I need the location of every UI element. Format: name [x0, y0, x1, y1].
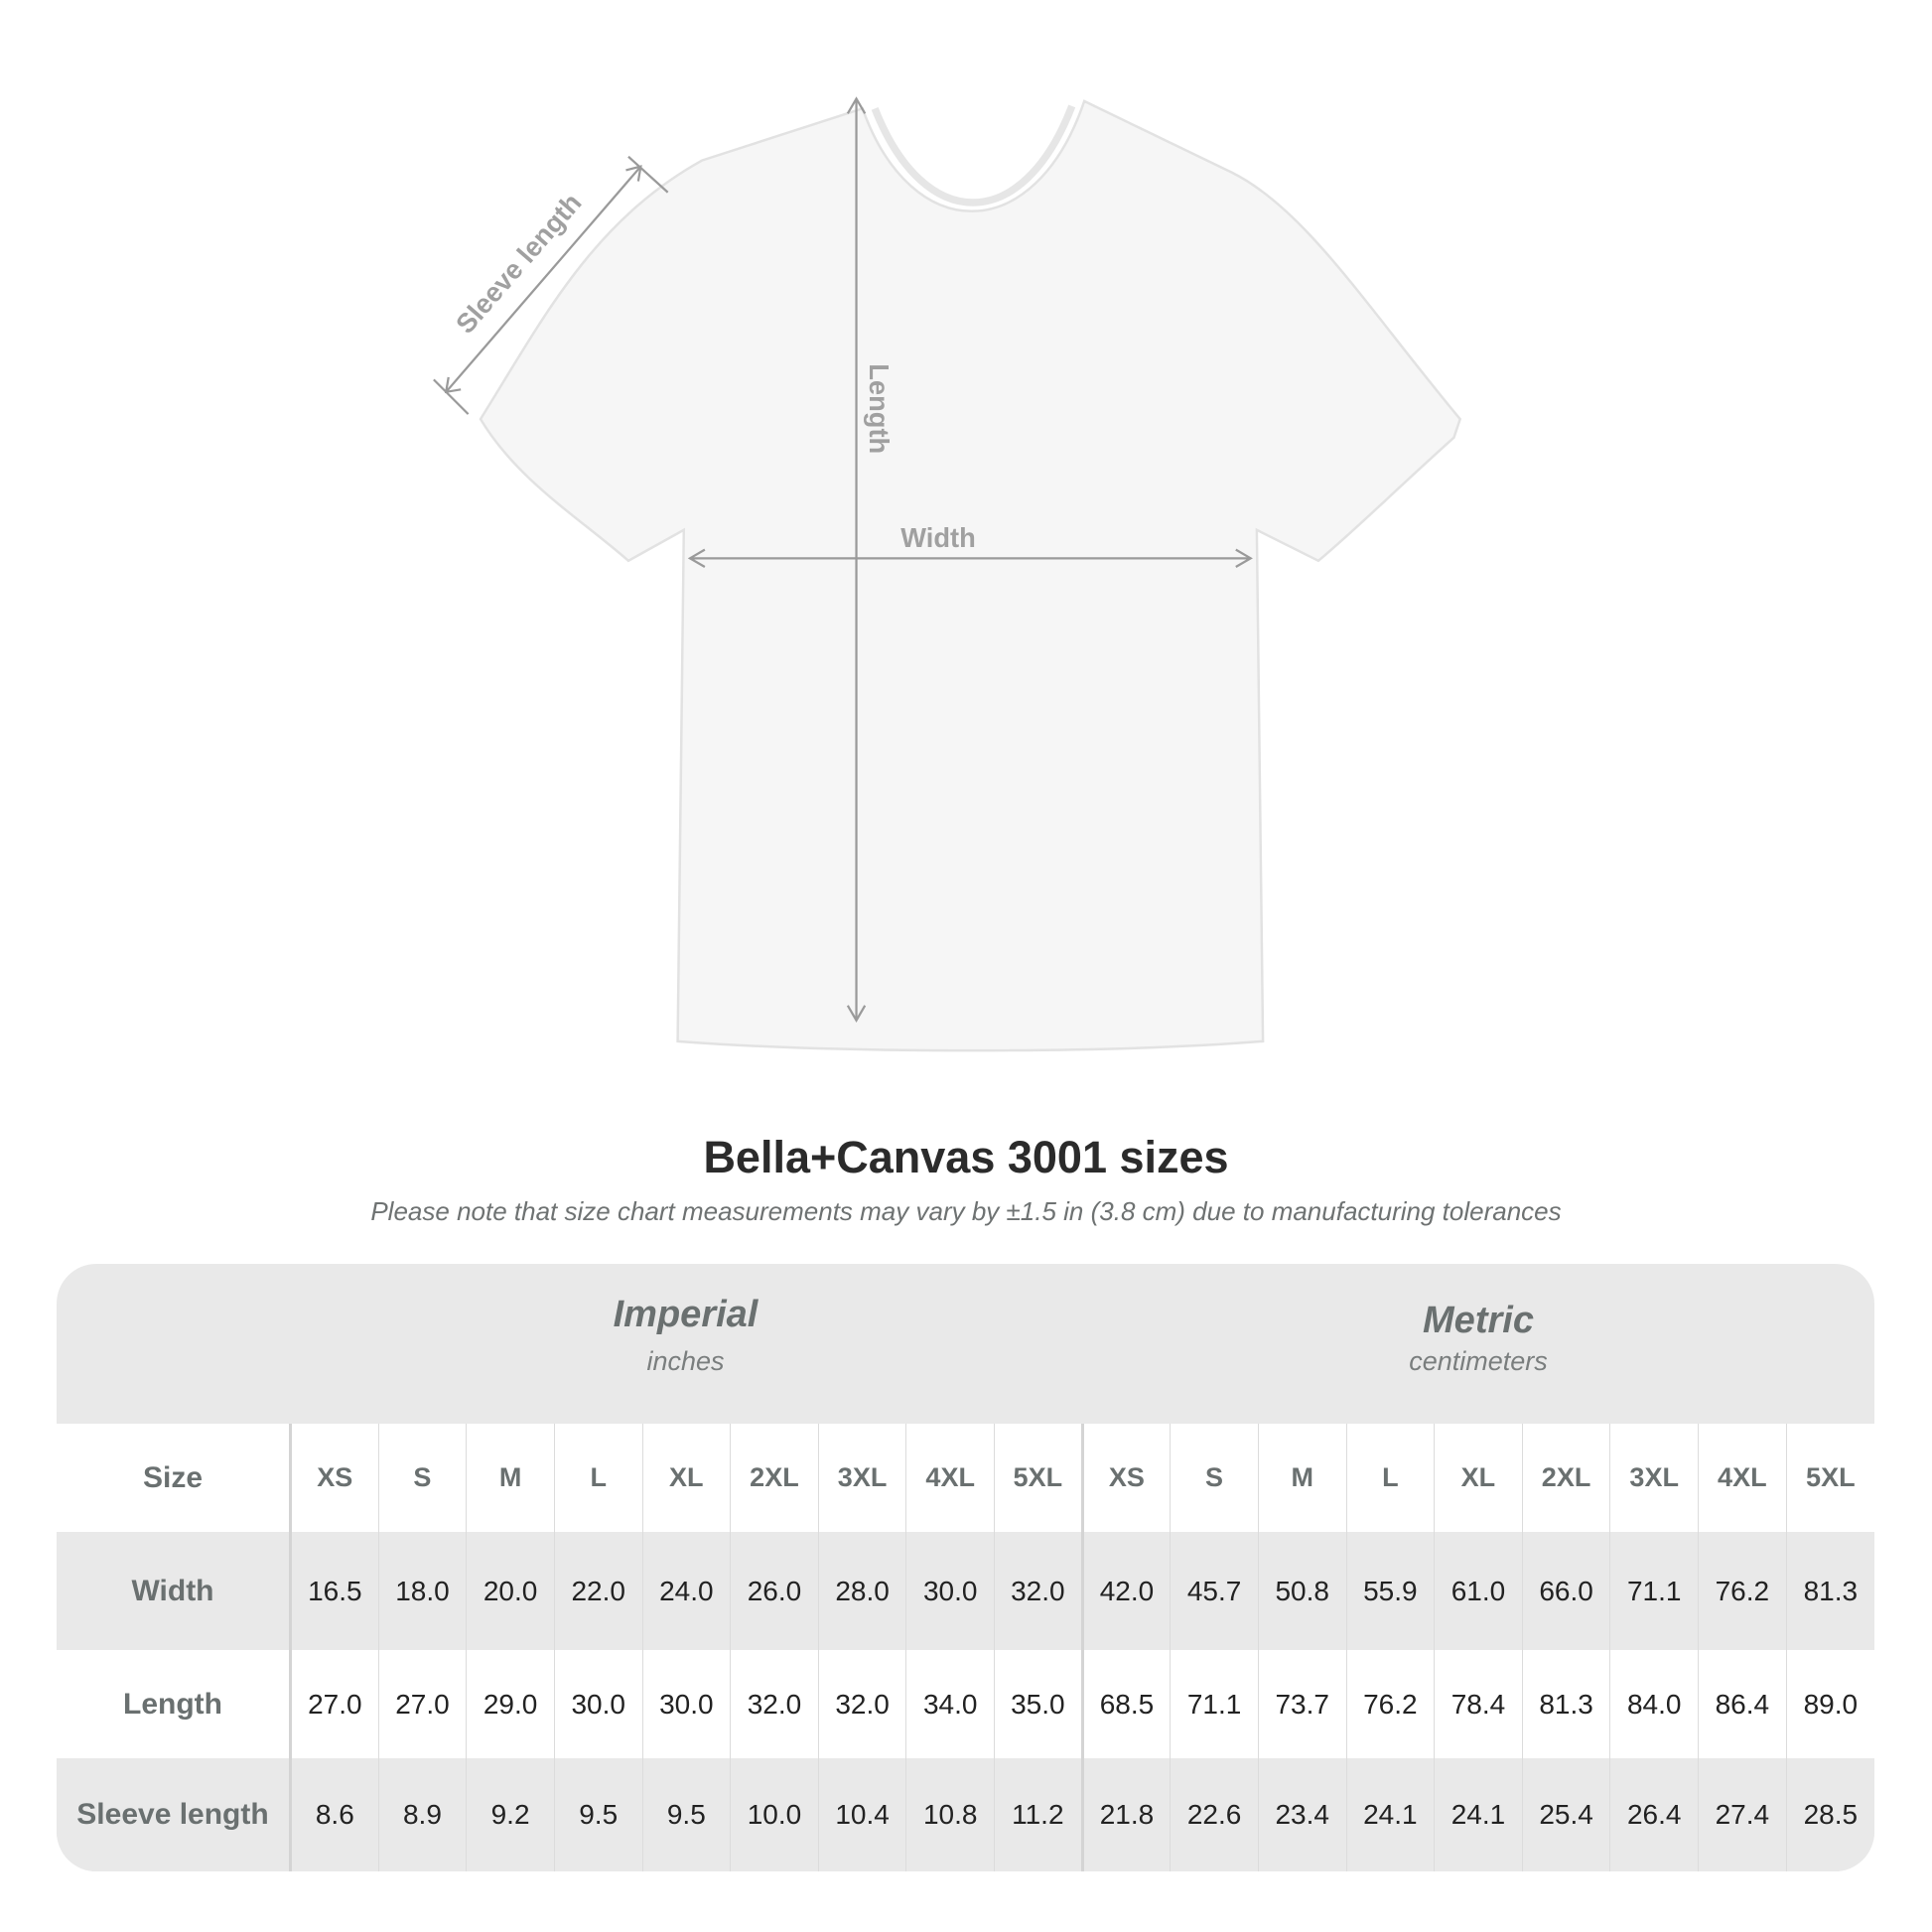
metric-value: 24.1 — [1345, 1758, 1435, 1871]
metric-value: 50.8 — [1257, 1532, 1346, 1650]
imperial-value: 26.0 — [730, 1532, 819, 1650]
imperial-value: 16.5 — [290, 1532, 379, 1650]
metric-header: Metric centimeters — [1082, 1264, 1874, 1424]
imperial-value: 20.0 — [466, 1532, 555, 1650]
imperial-value: 8.9 — [377, 1758, 467, 1871]
metric-value: 25.4 — [1521, 1758, 1610, 1871]
imperial-value: 11.2 — [994, 1758, 1083, 1871]
metric-value: 61.0 — [1434, 1532, 1523, 1650]
imperial-value: 24.0 — [641, 1532, 731, 1650]
metric-value: 45.7 — [1170, 1532, 1259, 1650]
imperial-value: 34.0 — [905, 1650, 995, 1758]
imperial-value: 9.2 — [466, 1758, 555, 1871]
imperial-size-l: L — [553, 1424, 642, 1532]
metric-value: 76.2 — [1345, 1650, 1435, 1758]
imperial-size-4xl: 4XL — [905, 1424, 995, 1532]
tshirt-image — [479, 99, 1462, 1052]
metric-size-l: L — [1345, 1424, 1435, 1532]
metric-value: 21.8 — [1080, 1758, 1171, 1871]
sleeve-line — [445, 165, 642, 393]
metric-size-2xl: 2XL — [1521, 1424, 1610, 1532]
metric-value: 42.0 — [1080, 1532, 1171, 1650]
metric-value: 81.3 — [1521, 1650, 1610, 1758]
imperial-value: 32.0 — [994, 1532, 1083, 1650]
metric-value: 68.5 — [1080, 1650, 1171, 1758]
imperial-header: Imperial inches — [289, 1264, 1082, 1424]
metric-size-s: S — [1170, 1424, 1259, 1532]
metric-size-5xl: 5XL — [1785, 1424, 1874, 1532]
table-row: Length 27.0 27.0 29.0 30.0 30.0 32.0 32.0 34.0 35… — [57, 1650, 1874, 1758]
metric-value: 84.0 — [1609, 1650, 1699, 1758]
metric-value: 28.5 — [1785, 1758, 1874, 1871]
page-title: Bella+Canvas 3001 sizes — [703, 1132, 1229, 1182]
measure-lines — [433, 96, 1253, 1023]
length-label: Length — [864, 363, 895, 454]
imperial-size-2xl: 2XL — [730, 1424, 819, 1532]
imperial-size-3xl: 3XL — [817, 1424, 906, 1532]
table-row: Width 16.5 18.0 20.0 22.0 24.0 26.0 28.0 30.0 32.… — [57, 1532, 1874, 1650]
imperial-value: 30.0 — [905, 1532, 995, 1650]
tolerance-note: Please note that size chart measurements… — [370, 1196, 1562, 1226]
row-label: Length — [57, 1650, 292, 1758]
metric-value: 27.4 — [1698, 1758, 1787, 1871]
imperial-size-xl: XL — [641, 1424, 731, 1532]
imperial-value: 27.0 — [377, 1650, 467, 1758]
imperial-value: 32.0 — [817, 1650, 906, 1758]
metric-value: 78.4 — [1434, 1650, 1523, 1758]
imperial-value: 30.0 — [641, 1650, 731, 1758]
metric-value: 76.2 — [1698, 1532, 1787, 1650]
metric-value: 22.6 — [1170, 1758, 1259, 1871]
metric-size-3xl: 3XL — [1609, 1424, 1699, 1532]
metric-value: 71.1 — [1170, 1650, 1259, 1758]
imperial-value: 28.0 — [817, 1532, 906, 1650]
imperial-unit: inches — [646, 1346, 725, 1376]
imperial-size-s: S — [377, 1424, 467, 1532]
metric-value: 89.0 — [1785, 1650, 1874, 1758]
imperial-size-xs: XS — [290, 1424, 379, 1532]
metric-value: 86.4 — [1698, 1650, 1787, 1758]
metric-size-xs: XS — [1080, 1424, 1171, 1532]
imperial-value: 29.0 — [466, 1650, 555, 1758]
imperial-value: 10.4 — [817, 1758, 906, 1871]
imperial-value: 30.0 — [553, 1650, 642, 1758]
imperial-size-5xl: 5XL — [994, 1424, 1083, 1532]
metric-value: 24.1 — [1434, 1758, 1523, 1871]
imperial-value: 10.0 — [730, 1758, 819, 1871]
imperial-value: 9.5 — [641, 1758, 731, 1871]
imperial-value: 35.0 — [994, 1650, 1083, 1758]
metric-value: 66.0 — [1521, 1532, 1610, 1650]
metric-size-xl: XL — [1434, 1424, 1523, 1532]
metric-size-m: M — [1257, 1424, 1346, 1532]
metric-value: 73.7 — [1257, 1650, 1346, 1758]
imperial-value: 8.6 — [290, 1758, 379, 1871]
imperial-value: 18.0 — [377, 1532, 467, 1650]
size-header-row: Size XS S M L XL 2XL 3XL 4XL 5XL XS S M L XL 2XL 3XL 4XL 5… — [57, 1424, 1874, 1532]
size-chart: Imperial inches Metric centimeters Size X… — [57, 1264, 1874, 1871]
metric-value: 26.4 — [1609, 1758, 1699, 1871]
imperial-size-m: M — [466, 1424, 555, 1532]
imperial-value: 10.8 — [905, 1758, 995, 1871]
imperial-value: 9.5 — [553, 1758, 642, 1871]
imperial-value: 27.0 — [290, 1650, 379, 1758]
tshirt-diagram: Sleeve length Length Width — [433, 96, 1462, 1052]
imperial-value: 22.0 — [553, 1532, 642, 1650]
imperial-value: 32.0 — [730, 1650, 819, 1758]
table-row: Sleeve length 8.6 8.9 9.2 9.5 9.5 10.0 10.4 10.8… — [57, 1758, 1874, 1871]
metric-value: 71.1 — [1609, 1532, 1699, 1650]
size-table: Size XS S M L XL 2XL 3XL 4XL 5XL XS S M L XL 2XL 3XL 4XL 5… — [57, 1424, 1874, 1871]
row-label: Size — [57, 1424, 292, 1532]
metric-value: 55.9 — [1345, 1532, 1435, 1650]
metric-size-4xl: 4XL — [1698, 1424, 1787, 1532]
metric-unit: centimeters — [1409, 1346, 1548, 1376]
metric-value: 23.4 — [1257, 1758, 1346, 1871]
metric-label: Metric — [1423, 1300, 1534, 1341]
row-label: Width — [57, 1532, 292, 1650]
row-label: Sleeve length — [57, 1758, 292, 1871]
width-label: Width — [900, 522, 976, 553]
metric-value: 81.3 — [1785, 1532, 1874, 1650]
imperial-label: Imperial — [613, 1294, 759, 1335]
